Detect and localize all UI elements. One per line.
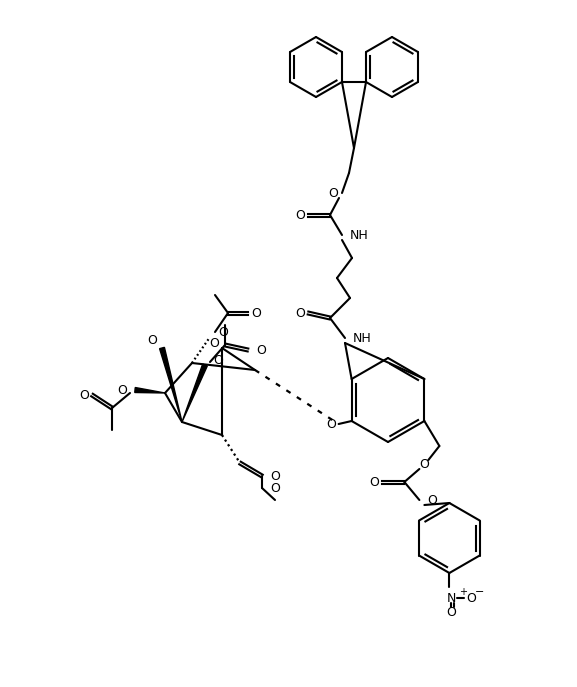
Text: O: O: [218, 326, 228, 339]
Text: O: O: [270, 482, 280, 495]
Polygon shape: [160, 348, 182, 422]
Text: O: O: [327, 418, 336, 431]
Text: N: N: [447, 592, 456, 605]
Text: O: O: [117, 383, 127, 396]
Text: −: −: [475, 587, 484, 597]
Text: O: O: [147, 333, 157, 346]
Text: O: O: [466, 592, 476, 605]
Text: O: O: [428, 493, 437, 506]
Text: O: O: [328, 186, 338, 199]
Text: O: O: [295, 208, 305, 221]
Text: O: O: [79, 389, 89, 401]
Text: O: O: [213, 354, 223, 366]
Text: O: O: [209, 337, 219, 350]
Text: NH: NH: [353, 332, 372, 344]
Text: O: O: [270, 469, 280, 482]
Text: O: O: [251, 306, 261, 319]
Text: O: O: [419, 458, 429, 471]
Text: O: O: [447, 607, 456, 620]
Polygon shape: [135, 387, 165, 393]
Text: +: +: [459, 587, 467, 597]
Text: O: O: [256, 344, 266, 357]
Polygon shape: [182, 364, 207, 422]
Text: O: O: [295, 306, 305, 319]
Text: NH: NH: [350, 229, 369, 242]
Text: O: O: [369, 475, 379, 488]
